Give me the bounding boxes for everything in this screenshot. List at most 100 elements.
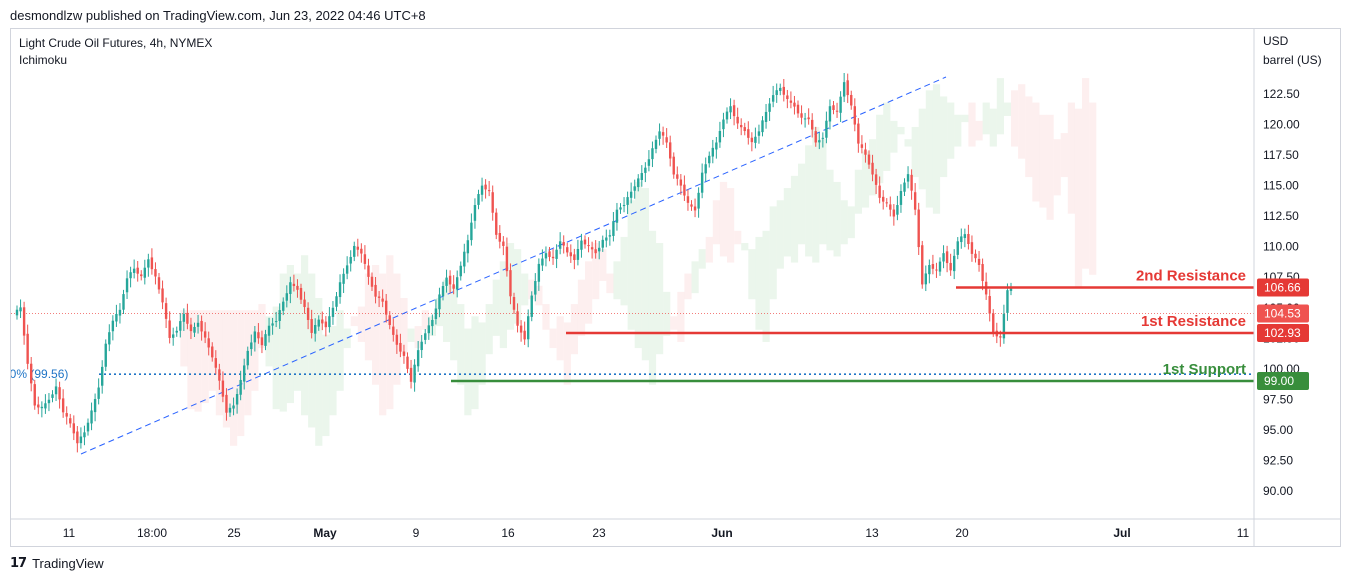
candle-body [512,297,516,310]
candle-body [221,380,225,397]
cloud-segment [549,328,557,349]
candle-body [338,282,342,298]
candle-body [1006,290,1009,313]
candle-body [239,379,242,395]
cloud-segment [315,297,323,446]
candle-body [832,105,835,111]
candle-body [90,410,93,424]
cloud-segment [932,84,941,214]
cloud-segment [336,310,344,391]
candle-body [459,265,462,277]
candle-body [906,174,910,182]
time-tick: Jul [1113,526,1130,540]
candle-body [814,131,817,143]
candle-body [271,323,274,326]
candle-body [516,311,519,326]
footer-brand: TradingView [32,556,104,571]
candle-body [345,265,349,274]
price-tick: 110.00 [1263,240,1299,254]
candle-body [505,246,509,272]
candle-body [892,209,896,217]
price-tick: 115.00 [1263,179,1299,193]
cloud-segment [514,249,522,324]
candle-body [264,334,267,346]
trendline[interactable] [80,76,947,455]
cloud-segment [890,120,898,153]
cloud-segment [1011,90,1019,147]
candle-body [69,418,72,424]
candle-body [654,139,658,149]
candle-body [207,338,210,348]
candle-body [690,204,693,207]
candle-body [974,253,977,259]
cloud-segment [258,304,266,349]
candle-body [644,167,647,173]
candle-body [200,320,203,332]
candle-body [754,136,757,143]
candle-body [960,236,963,243]
cloud-segment [748,249,756,300]
level-price-label: 102.93 [1264,326,1301,340]
candle-body [665,137,668,143]
candle-body [388,315,391,325]
candle-body [704,164,707,174]
candle-body [796,104,800,114]
candle-body [306,307,310,320]
last-price-tag [1257,304,1309,323]
candles [15,72,1013,453]
candle-body [438,294,441,310]
candle-body [590,247,594,250]
cloud-segment [741,243,749,251]
cloud-segment [712,200,720,245]
candle-body [626,197,629,205]
candle-body [839,96,842,113]
chart-panel[interactable]: 122.50 120.00 117.50 115.00 112.50 110.00 107.… [10,28,1341,547]
cloud-segment [485,304,493,355]
candle-body [480,185,484,195]
candle-body [558,241,562,249]
candle-body [732,105,736,117]
chart-title: Light Crude Oil Futures, 4h, NYMEX [19,36,212,50]
candle-body [473,205,477,221]
cloud-segment [357,306,365,342]
cloud-segment [996,78,1004,135]
cloud-segment [606,273,614,294]
chart-canvas[interactable]: 122.50120.00117.50115.00112.50110.00107.… [11,29,1340,546]
cloud-segment [592,243,600,300]
cloud-segment [648,230,657,385]
candle-body [136,267,139,274]
cloud-segment [1039,114,1047,208]
time-tick: Jun [711,526,732,540]
candle-body [470,222,473,241]
candle-body [949,262,952,271]
candle-body [874,174,878,185]
candle-body [871,162,874,175]
candle-body [722,119,725,130]
candle-body [26,333,29,364]
tradingview-logo-icon[interactable]: 17 [10,556,27,571]
candle-body [676,174,679,179]
cloud-segment [755,236,763,330]
candle-body [175,330,178,333]
cloud-segment [911,126,919,178]
candle-body [999,336,1002,338]
candle-body [196,322,200,327]
candle-body [527,316,530,340]
candle-body [771,95,775,102]
candle-body [672,156,675,175]
candle-body [395,334,399,345]
candle-body [629,191,633,198]
candle-body [580,240,583,250]
candle-body [104,343,107,367]
candle-body [456,277,459,290]
candle-body [310,319,313,333]
candle-body [22,307,26,336]
candle-body [725,111,729,120]
cloud-segment [854,169,862,214]
cloud-segment [790,175,799,263]
candle-body [193,326,196,333]
cloud-segment [947,102,955,159]
cloud-segment [620,236,628,306]
cloud-segment [577,279,586,336]
candle-body [775,90,778,95]
